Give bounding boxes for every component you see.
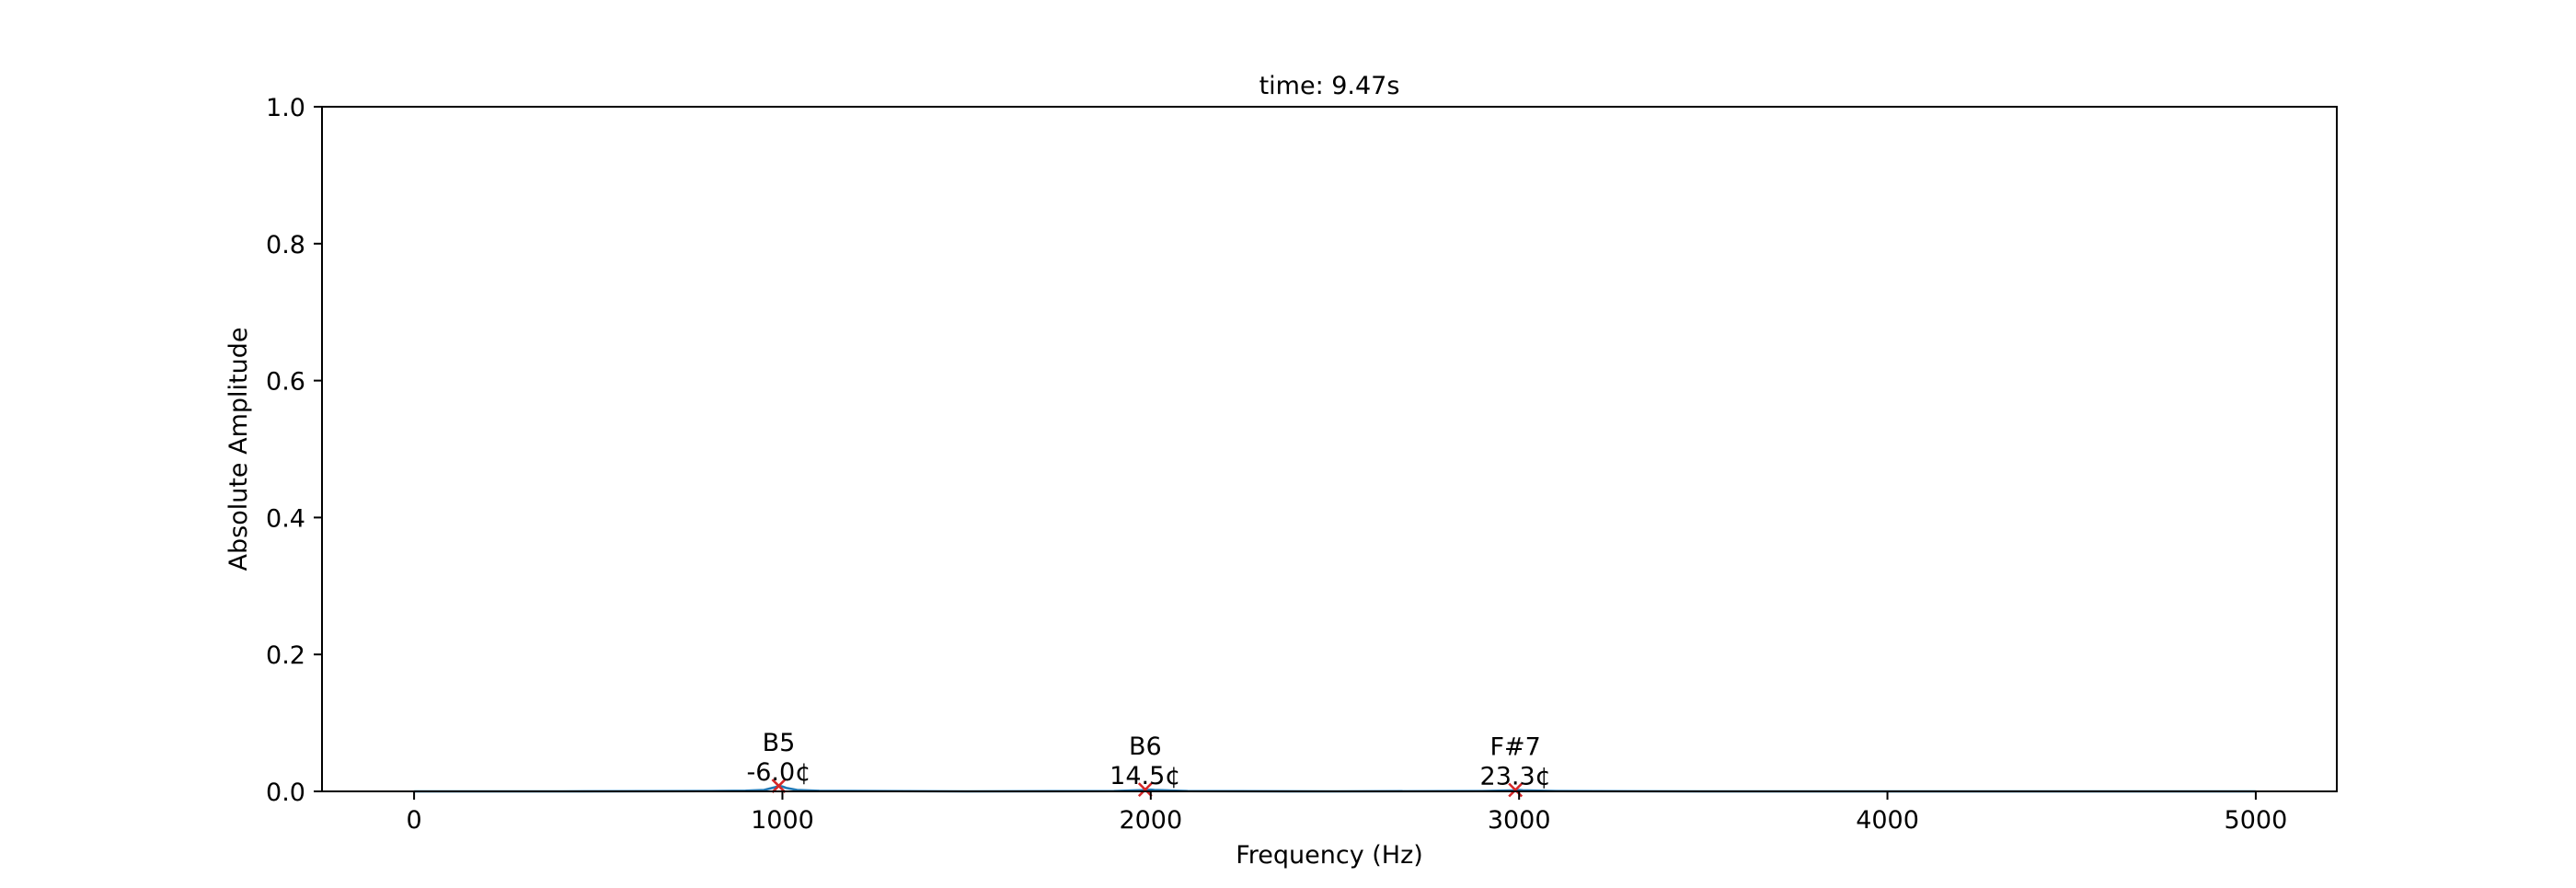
peak-cents-label: 14.5¢ [1110, 762, 1180, 790]
y-tick-label: 1.0 [266, 94, 305, 122]
peak-marker-stroke [771, 778, 787, 793]
peak-cents-label: -6.0¢ [747, 758, 811, 787]
y-tick-label: 0.2 [266, 641, 305, 670]
x-tick-label: 0 [406, 806, 421, 835]
x-axis-label: Frequency (Hz) [1236, 841, 1423, 870]
chart-title: time: 9.47s [1259, 72, 1400, 100]
peak-marker [1137, 782, 1153, 798]
y-tick-label: 0.6 [266, 368, 305, 397]
x-tick-label: 1000 [751, 806, 814, 835]
peak-note-label: F#7 [1490, 733, 1541, 762]
axes-layer: 0 1000 2000 3000 4000 5000 0.0 0.2 0.4 0.6 0.8 1.0 [266, 94, 2338, 835]
x-tick-label: 5000 [2225, 806, 2288, 835]
y-tick-label: 0.0 [266, 778, 305, 807]
peak-note-label: B6 [1129, 732, 1162, 761]
peak-marker-stroke [1508, 782, 1524, 798]
peak-marker [771, 778, 787, 793]
peak-marker-stroke [1137, 782, 1153, 798]
x-tick-label: 2000 [1119, 806, 1182, 835]
plot-frame [321, 106, 2338, 792]
x-tick-label: 4000 [1856, 806, 1919, 835]
peak-note-label: B5 [763, 729, 796, 757]
y-tick-label: 0.4 [266, 504, 305, 533]
x-tick-label: 3000 [1488, 806, 1551, 835]
peak-cents-label: 23.3¢ [1480, 763, 1551, 791]
y-axis-label: Absolute Amplitude [224, 328, 253, 571]
y-tick-label: 0.8 [266, 231, 305, 259]
